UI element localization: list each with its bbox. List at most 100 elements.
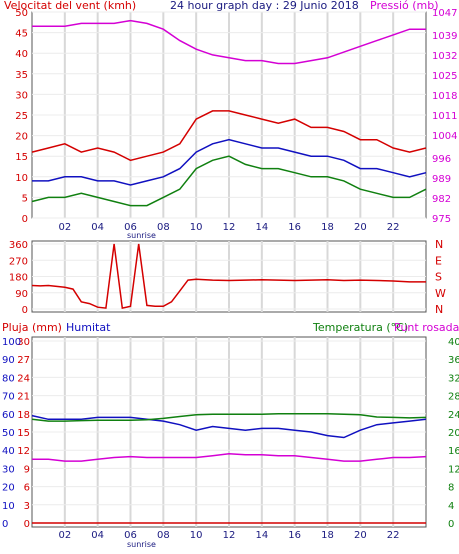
dew-point-line <box>32 453 427 462</box>
temperature-y-tick-label: 20 <box>448 428 459 439</box>
x-tick-label: 14 <box>255 530 268 541</box>
x-tick-label: 08 <box>157 530 170 541</box>
wind-y-tick-label: 50 <box>15 8 28 19</box>
wind-y-tick-label: 5 <box>22 193 28 204</box>
humidity-y-tick-label: 10 <box>2 501 15 512</box>
wind-series <box>31 19 427 207</box>
x-tick-label: 16 <box>288 530 301 541</box>
humidity-y-tick-label: 60 <box>2 410 15 421</box>
rain-y-tick-label: 15 <box>17 428 30 439</box>
pressure-y-tick-label: 1047 <box>432 8 457 19</box>
temperature-line <box>31 413 427 422</box>
direction-y-tick-label: 180 <box>9 273 28 284</box>
temperature-y-tick-label: 24 <box>448 410 459 421</box>
x-tick-label: 10 <box>190 530 203 541</box>
direction-y-ticks: 0 90 180 270 360 <box>9 240 28 316</box>
wind-y-tick-label: 15 <box>15 152 28 163</box>
temperature-y-tick-label: 16 <box>448 446 459 457</box>
wind-minimum-line <box>31 155 427 207</box>
wind-y-tick-label: 35 <box>15 70 28 81</box>
wind-axis-title: Velocitat del vent (kmh) <box>4 0 136 12</box>
pressure-axis-title: Pressió (mb) <box>370 0 439 12</box>
rain-y-tick-label: 30 <box>17 337 30 348</box>
direction-y-tick-label: 0 <box>22 305 28 316</box>
direction-y-tick-label: 360 <box>9 240 28 251</box>
x-tick-label: 06 <box>124 530 137 541</box>
dew-point-axis-title: Punt rosada <box>394 321 459 334</box>
compass-label: E <box>435 254 442 267</box>
humidity-y-tick-label: 70 <box>2 392 15 403</box>
x-tick-label: 04 <box>91 222 104 233</box>
temperature-y-tick-label: 12 <box>448 464 459 475</box>
compass-label: N <box>435 238 443 251</box>
climate-x-ticks: 02 04 06 08 10 12 14 16 18 20 22 <box>58 530 399 541</box>
rain-axis-title: Pluja (mm) <box>2 321 62 334</box>
wind-y-tick-label: 20 <box>15 132 28 143</box>
temperature-y-tick-label: 40 <box>448 337 459 348</box>
wind-direction-line <box>31 243 426 310</box>
x-tick-label: 20 <box>354 530 367 541</box>
rain-y-tick-label: 21 <box>17 392 30 403</box>
x-tick-label: 18 <box>321 530 334 541</box>
wind-y-tick-label: 30 <box>15 90 28 101</box>
temperature-y-tick-label: 0 <box>448 519 454 530</box>
rain-y-tick-label: 6 <box>24 483 30 494</box>
chart-title: 24 hour graph day : 29 Junio 2018 <box>170 0 359 12</box>
rain-y-ticks: 0 3 6 9 12 15 18 21 24 27 30 <box>17 337 30 530</box>
humidity-y-tick-label: 50 <box>2 428 15 439</box>
x-tick-label: 02 <box>58 530 71 541</box>
wind-y-tick-label: 10 <box>15 173 28 184</box>
temperature-y-tick-label: 4 <box>448 501 454 512</box>
rain-y-tick-label: 24 <box>17 373 30 384</box>
x-tick-label: 12 <box>223 530 236 541</box>
direction-y-tick-label: 90 <box>15 289 28 300</box>
pressure-y-tick-label: 1004 <box>432 131 457 142</box>
rain-y-tick-label: 12 <box>17 446 30 457</box>
x-tick-label: 22 <box>387 222 400 233</box>
pressure-y-tick-label: 975 <box>432 214 451 225</box>
x-tick-label: 02 <box>58 222 71 233</box>
pressure-y-tick-label: 989 <box>432 174 451 185</box>
x-tick-label: 18 <box>321 222 334 233</box>
humidity-y-tick-label: 0 <box>2 519 8 530</box>
sunrise-label: sunrise <box>127 231 156 240</box>
temperature-y-tick-label: 36 <box>448 355 459 366</box>
direction-grid <box>32 241 426 312</box>
compass-label: N <box>435 303 443 316</box>
humidity-axis-title: Humitat <box>66 321 111 334</box>
x-tick-label: 22 <box>387 530 400 541</box>
pressure-y-tick-label: 1018 <box>432 91 457 102</box>
compass-label: W <box>435 287 446 300</box>
temperature-y-ticks: 0 4 8 12 16 20 24 28 32 36 40 <box>448 337 459 530</box>
wind-speed-line <box>31 110 427 162</box>
humidity-y-tick-label: 40 <box>2 446 15 457</box>
humidity-y-ticks: 0 10 20 30 40 50 60 70 80 90 100 <box>2 337 21 530</box>
temperature-axis-title: Temperatura (°C) <box>312 321 408 334</box>
pressure-y-tick-label: 1039 <box>432 31 457 42</box>
pressure-line <box>32 19 426 65</box>
humidity-y-tick-label: 20 <box>2 483 15 494</box>
x-tick-label: 06 <box>124 222 137 233</box>
pressure-y-tick-label: 1032 <box>432 51 457 62</box>
x-tick-label: 14 <box>255 222 268 233</box>
x-tick-label: 12 <box>223 222 236 233</box>
humidity-y-tick-label: 100 <box>2 337 21 348</box>
humidity-line <box>31 414 427 439</box>
temperature-y-tick-label: 28 <box>448 392 459 403</box>
wind-y-tick-label: 45 <box>15 29 28 40</box>
sunrise-label: sunrise <box>127 540 156 549</box>
x-tick-label: 20 <box>354 222 367 233</box>
rain-y-tick-label: 27 <box>17 355 30 366</box>
humidity-y-tick-label: 90 <box>2 355 15 366</box>
wind-y-tick-label: 40 <box>15 49 28 60</box>
x-tick-label: 10 <box>190 222 203 233</box>
wind-average-line <box>32 138 427 186</box>
direction-y-tick-label: 270 <box>9 256 28 267</box>
x-tick-label: 16 <box>288 222 301 233</box>
direction-series <box>31 243 426 310</box>
